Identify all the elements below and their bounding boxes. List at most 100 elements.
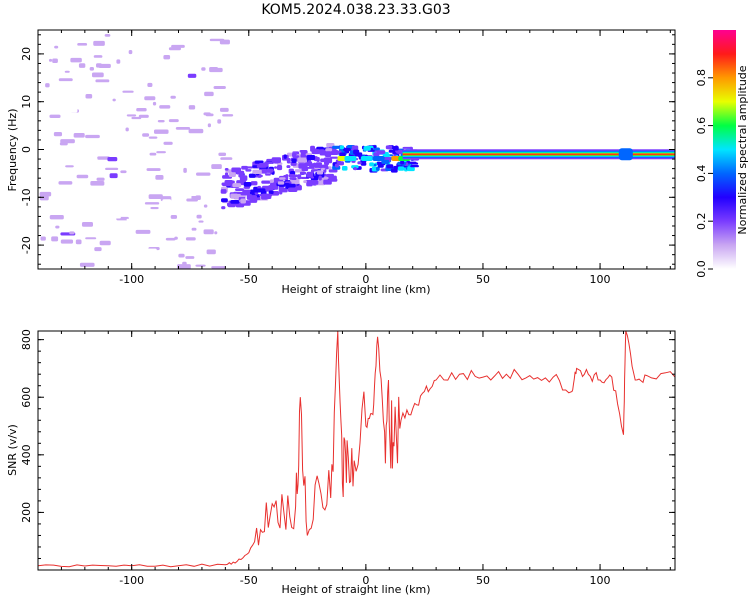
heatmap-cell xyxy=(328,169,338,173)
colorbar-tick-label: 0.4 xyxy=(695,165,708,183)
heatmap-cell xyxy=(109,216,121,219)
heatmap-cell xyxy=(112,98,116,102)
heatmap-cell xyxy=(136,107,147,112)
spectrogram-ytick-label: -20 xyxy=(20,236,33,254)
heatmap-cell xyxy=(297,174,302,180)
heatmap-cell xyxy=(138,114,149,118)
heatmap-cell xyxy=(351,145,359,151)
heatmap-cell xyxy=(170,95,176,99)
heatmap-cell xyxy=(162,199,172,205)
spectrogram-ytick-label: 10 xyxy=(20,95,33,109)
spectrogram-xtick-label: 0 xyxy=(362,273,369,286)
heatmap-cell xyxy=(375,166,380,171)
heatmap-cell xyxy=(178,253,185,258)
heatmap-cell xyxy=(258,163,267,168)
heatmap-cell xyxy=(250,181,258,186)
heatmap-cell xyxy=(221,198,228,203)
heatmap-cell xyxy=(290,178,300,185)
heatmap-cell xyxy=(256,188,266,191)
colorbar-tick-label: 0.2 xyxy=(695,212,708,230)
snr-plot xyxy=(38,331,675,568)
heatmap-cell xyxy=(344,150,350,154)
heatmap-cell xyxy=(159,105,171,109)
figure-title: KOM5.2024.038.23.33.G03 xyxy=(261,2,450,18)
heatmap-cell xyxy=(220,189,227,194)
heatmap-cell xyxy=(286,157,291,164)
snr-ytick-label: 200 xyxy=(20,502,33,523)
spectrogram-heatmap xyxy=(39,33,675,269)
heatmap-cell xyxy=(316,156,320,162)
heatmap-cell xyxy=(148,136,158,139)
heatmap-cell xyxy=(211,164,222,170)
heatmap-cell xyxy=(230,199,240,204)
snr-ytick-label: 600 xyxy=(20,387,33,408)
heatmap-cell xyxy=(60,139,75,144)
heatmap-cell xyxy=(287,187,298,192)
heatmap-cell xyxy=(153,129,169,134)
heatmap-cell xyxy=(306,155,316,161)
heatmap-cell xyxy=(78,63,86,68)
heatmap-cell xyxy=(163,150,177,154)
heatmap-cell xyxy=(342,147,351,151)
snr-ticks: -100 -50 0 50 100 200 400 600 800 xyxy=(20,329,675,587)
heatmap-cell xyxy=(125,127,129,132)
snr-xtick-label: -50 xyxy=(240,574,258,587)
heatmap-cell xyxy=(219,39,230,45)
spectrogram-xtick-label: -100 xyxy=(119,273,144,286)
heatmap-cell xyxy=(279,177,286,180)
heatmap-cell xyxy=(285,174,289,178)
heatmap-cell xyxy=(323,158,331,161)
heatmap-cell xyxy=(131,105,142,109)
heatmap-cell xyxy=(357,161,362,165)
heatmap-cell xyxy=(402,146,412,149)
heatmap-cell xyxy=(92,157,98,162)
heatmap-cell xyxy=(149,152,157,156)
spectrogram-ytick-label: -10 xyxy=(20,188,33,206)
heatmap-cell xyxy=(360,162,367,166)
heatmap-cell xyxy=(187,73,197,78)
heatmap-cell xyxy=(298,163,308,169)
heatmap-cell xyxy=(40,236,46,241)
heatmap-cell xyxy=(78,153,85,159)
heatmap-cell xyxy=(311,149,316,155)
heatmap-cell xyxy=(197,150,205,153)
heatmap-cell xyxy=(239,175,248,181)
heatmap-cell xyxy=(168,119,179,123)
heatmap-cell xyxy=(89,67,94,71)
heatmap-band xyxy=(402,153,675,155)
heatmap-cell xyxy=(75,239,82,245)
heatmap-cell xyxy=(408,161,417,164)
heatmap-cell xyxy=(183,167,187,173)
heatmap-cell xyxy=(310,176,315,179)
heatmap-cell xyxy=(323,179,332,185)
heatmap-cell xyxy=(249,198,258,203)
heatmap-cell xyxy=(351,165,359,169)
heatmap-cell xyxy=(397,166,405,171)
heatmap-cell xyxy=(90,180,105,186)
heatmap-cell xyxy=(182,40,196,45)
heatmap-cell xyxy=(369,162,374,167)
heatmap-cell xyxy=(171,44,185,48)
heatmap-cell xyxy=(152,101,157,106)
heatmap-cell xyxy=(185,237,196,241)
heatmap-cell xyxy=(318,175,322,181)
heatmap-cell xyxy=(165,209,170,214)
heatmap-cell xyxy=(410,164,419,168)
heatmap-cell xyxy=(388,149,397,153)
heatmap-cell xyxy=(39,195,49,201)
heatmap-cell xyxy=(321,167,325,171)
heatmap-cell xyxy=(198,220,204,223)
heatmap-cell xyxy=(269,179,274,183)
heatmap-cell xyxy=(156,68,162,73)
heatmap-cell xyxy=(131,116,142,120)
heatmap-cell xyxy=(276,165,283,171)
heatmap-cell xyxy=(111,116,116,121)
heatmap-cell xyxy=(170,214,178,219)
heatmap-cell xyxy=(120,170,127,174)
heatmap-cell xyxy=(218,152,227,156)
heatmap-cell xyxy=(315,162,323,166)
heatmap-cell xyxy=(96,177,105,181)
heatmap-cell xyxy=(155,52,161,55)
heatmap-cell xyxy=(230,193,238,199)
heatmap-cell xyxy=(242,189,251,193)
